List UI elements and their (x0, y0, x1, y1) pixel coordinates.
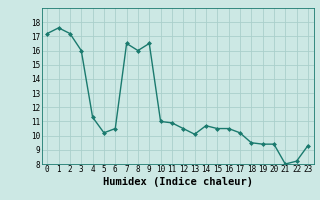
X-axis label: Humidex (Indice chaleur): Humidex (Indice chaleur) (103, 177, 252, 187)
